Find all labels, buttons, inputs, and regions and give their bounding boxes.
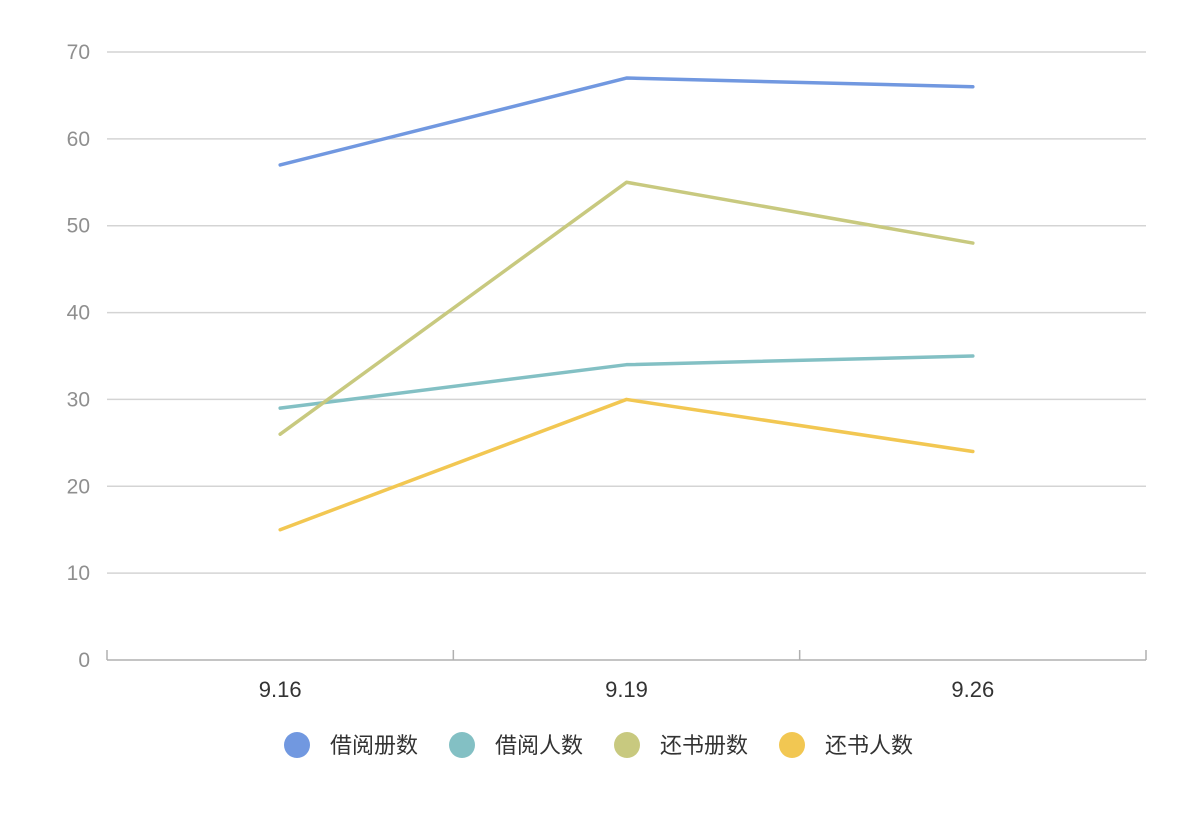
x-axis: 9.16 9.19 9.26 <box>106 650 1147 702</box>
y-tick-label: 0 <box>78 649 90 672</box>
legend-label: 还书册数 <box>660 734 748 759</box>
y-tick-label: 60 <box>67 128 90 151</box>
legend-item[interactable]: 还书人数 <box>779 732 913 759</box>
legend-item[interactable]: 借阅人数 <box>449 732 583 759</box>
y-tick-label: 70 <box>67 41 90 64</box>
y-tick-label: 50 <box>67 215 90 238</box>
legend-label: 借阅人数 <box>495 734 583 759</box>
series-line-4 <box>278 397 975 532</box>
series-line-3 <box>278 180 975 436</box>
y-axis: 0 10 20 30 40 50 60 70 <box>67 41 90 672</box>
y-tick-label: 10 <box>67 562 90 585</box>
x-tick-label: 9.16 <box>259 677 302 702</box>
legend-item[interactable]: 借阅册数 <box>284 732 418 759</box>
x-tick-label: 9.26 <box>951 677 994 702</box>
legend-marker <box>779 732 805 758</box>
legend-label: 还书人数 <box>825 734 913 759</box>
legend-marker <box>614 732 640 758</box>
grid-lines <box>107 51 1146 574</box>
series-line-2 <box>278 354 975 410</box>
y-tick-label: 30 <box>67 388 90 411</box>
legend-item[interactable]: 还书册数 <box>614 732 748 759</box>
legend-marker <box>284 732 310 758</box>
y-tick-label: 20 <box>67 475 90 498</box>
legend-label: 借阅册数 <box>330 734 418 759</box>
series-lines <box>278 76 975 532</box>
legend[interactable]: 借阅册数 借阅人数 还书册数 还书人数 <box>284 732 913 759</box>
x-tick-label: 9.19 <box>605 677 648 702</box>
legend-marker <box>449 732 475 758</box>
y-tick-label: 40 <box>67 302 90 325</box>
series-line-1 <box>278 76 975 167</box>
